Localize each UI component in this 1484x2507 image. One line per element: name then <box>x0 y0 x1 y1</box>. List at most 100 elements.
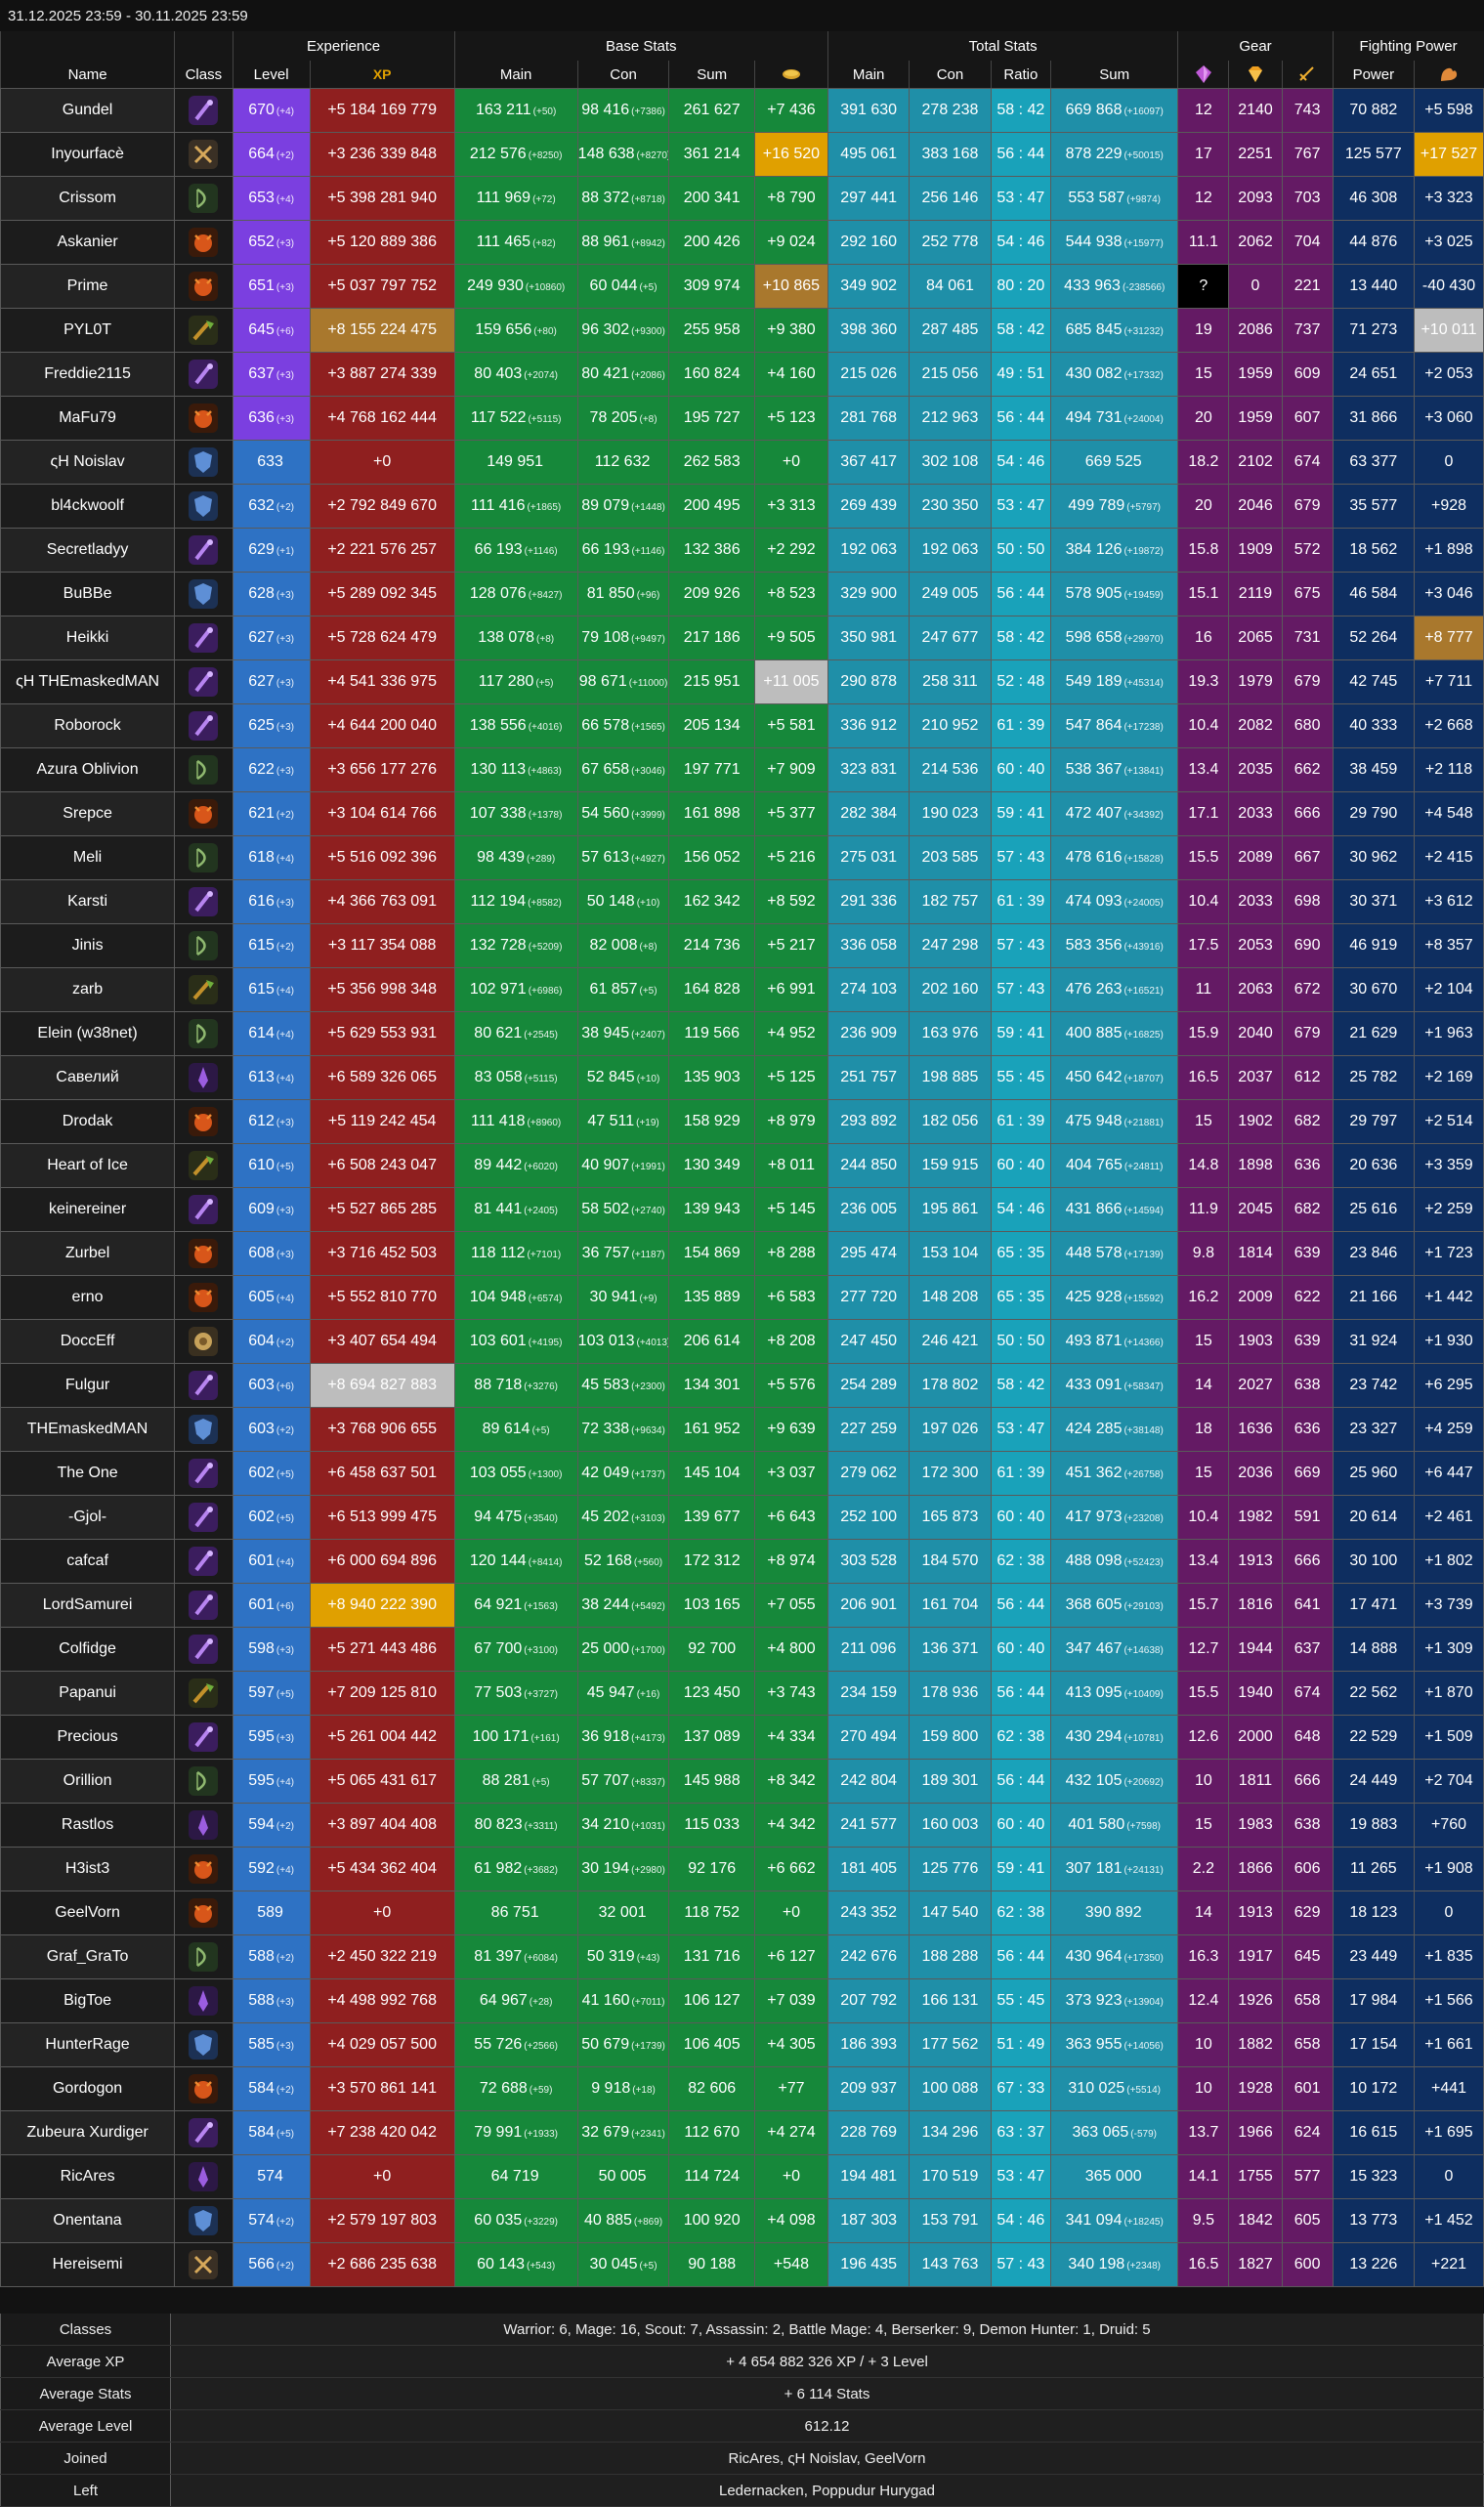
player-name[interactable]: HunterRage <box>0 2022 176 2067</box>
player-name[interactable]: Rastlos <box>0 1803 176 1848</box>
col-power-delta[interactable] <box>1414 61 1484 89</box>
col-ratio[interactable]: Ratio <box>990 61 1051 89</box>
player-name[interactable]: Jinis <box>0 923 176 968</box>
table-row[interactable]: DoccEff 604 (+2) +3 407 654 494 103 601 (+419… <box>0 1319 1484 1364</box>
col-stat-delta[interactable] <box>753 61 828 89</box>
table-row[interactable]: H3ist3 592 (+4) +5 434 362 404 61 982 (+3682)… <box>0 1847 1484 1891</box>
table-row[interactable]: Elein (w38net) 614 (+4) +5 629 553 931 80 62… <box>0 1011 1484 1056</box>
table-row[interactable]: Precious 595 (+3) +5 261 004 442 100 171 (+16… <box>0 1715 1484 1760</box>
player-name[interactable]: Zubeura Xurdiger <box>0 2110 176 2155</box>
player-name[interactable]: Onentana <box>0 2198 176 2243</box>
table-row[interactable]: Gundel 670 (+4) +5 184 169 779 163 211 (+50) 9… <box>0 88 1484 133</box>
player-name[interactable]: Hereisemi <box>0 2242 176 2287</box>
player-name[interactable]: Heart of Ice <box>0 1143 176 1188</box>
player-name[interactable]: Askanier <box>0 220 176 265</box>
table-row[interactable]: BuBBe 628 (+3) +5 289 092 345 128 076 (+8427)… <box>0 572 1484 616</box>
col-sum[interactable]: Sum <box>668 61 755 89</box>
table-row[interactable]: Onentana 574 (+2) +2 579 197 803 60 035 (+322… <box>0 2198 1484 2243</box>
player-name[interactable]: BigToe <box>0 1978 176 2023</box>
col-class[interactable]: Class <box>174 61 233 89</box>
player-name[interactable]: H3ist3 <box>0 1847 176 1891</box>
player-name[interactable]: PYL0T <box>0 308 176 353</box>
table-row[interactable]: Srepce 621 (+2) +3 104 614 766 107 338 (+1378… <box>0 791 1484 836</box>
table-row[interactable]: Hereisemi 566 (+2) +2 686 235 638 60 143 (+54… <box>0 2242 1484 2287</box>
col-gear-crystal[interactable] <box>1177 61 1229 89</box>
col-total-sum[interactable]: Sum <box>1050 61 1178 89</box>
table-row[interactable]: GeelVorn 589 +0 86 751 32 001 118 752 +0 243 35… <box>0 1891 1484 1935</box>
table-row[interactable]: Orillion 595 (+4) +5 065 431 617 88 281 (+5) 5… <box>0 1759 1484 1804</box>
table-row[interactable]: LordSamurei 601 (+6) +8 940 222 390 64 921 (+… <box>0 1583 1484 1628</box>
table-row[interactable]: Inyourfacè 664 (+2) +3 236 339 848 212 576 (+… <box>0 132 1484 177</box>
table-row[interactable]: Drodak 612 (+3) +5 119 242 454 111 418 (+8960… <box>0 1099 1484 1144</box>
col-power[interactable]: Power <box>1332 61 1415 89</box>
table-row[interactable]: Fulgur 603 (+6) +8 694 827 883 88 718 (+3276)… <box>0 1363 1484 1408</box>
col-total-con[interactable]: Con <box>909 61 992 89</box>
player-name[interactable]: The One <box>0 1451 176 1496</box>
player-name[interactable]: ςH Noislav <box>0 440 176 485</box>
player-name[interactable]: ςH THEmaskedMAN <box>0 659 176 704</box>
table-row[interactable]: Askanier 652 (+3) +5 120 889 386 111 465 (+82… <box>0 220 1484 265</box>
player-name[interactable]: cafcaf <box>0 1539 176 1584</box>
table-row[interactable]: Rastlos 594 (+2) +3 897 404 408 80 823 (+3311… <box>0 1803 1484 1848</box>
col-main[interactable]: Main <box>453 61 578 89</box>
table-row[interactable]: Azura Oblivion 622 (+3) +3 656 177 276 130 1… <box>0 747 1484 792</box>
player-name[interactable]: GeelVorn <box>0 1891 176 1935</box>
player-name[interactable]: Inyourfacè <box>0 132 176 177</box>
table-row[interactable]: THEmaskedMAN 603 (+2) +3 768 906 655 89 614(… <box>0 1407 1484 1452</box>
player-name[interactable]: -Gjol- <box>0 1495 176 1540</box>
table-row[interactable]: Zubeura Xurdiger 584 (+5) +7 238 420 042 79 … <box>0 2110 1484 2155</box>
table-row[interactable]: Roborock 625 (+3) +4 644 200 040 138 556 (+40… <box>0 703 1484 748</box>
player-name[interactable]: THEmaskedMAN <box>0 1407 176 1452</box>
table-row[interactable]: Heart of Ice 610 (+5) +6 508 243 047 89 442(… <box>0 1143 1484 1188</box>
table-row[interactable]: The One 602 (+5) +6 458 637 501 103 055 (+130… <box>0 1451 1484 1496</box>
table-row[interactable]: RicAres 574 +0 64 719 50 005 114 724 +0 194 481… <box>0 2154 1484 2199</box>
player-name[interactable]: Freddie2115 <box>0 352 176 397</box>
player-name[interactable]: Drodak <box>0 1099 176 1144</box>
table-row[interactable]: Secretladyy 629 (+1) +2 221 576 257 66 193 (+… <box>0 528 1484 573</box>
table-row[interactable]: Crissom 653 (+4) +5 398 281 940 111 969 (+72)… <box>0 176 1484 221</box>
table-row[interactable]: Karsti 616 (+3) +4 366 763 091 112 194 (+8582… <box>0 879 1484 924</box>
table-row[interactable]: zarb 615 (+4) +5 356 998 348 102 971 (+6986) 6… <box>0 967 1484 1012</box>
table-row[interactable]: MaFu79 636 (+3) +4 768 162 444 117 522 (+5115… <box>0 396 1484 441</box>
player-name[interactable]: Prime <box>0 264 176 309</box>
col-con[interactable]: Con <box>576 61 669 89</box>
player-name[interactable]: erno <box>0 1275 176 1320</box>
player-name[interactable]: Orillion <box>0 1759 176 1804</box>
player-name[interactable]: Secretladyy <box>0 528 176 573</box>
player-name[interactable]: RicAres <box>0 2154 176 2199</box>
player-name[interactable]: Precious <box>0 1715 176 1760</box>
table-row[interactable]: Heikki 627 (+3) +5 728 624 479 138 078 (+8) 79… <box>0 616 1484 660</box>
table-row[interactable]: -Gjol- 602 (+5) +6 513 999 475 94 475 (+3540)… <box>0 1495 1484 1540</box>
player-name[interactable]: Azura Oblivion <box>0 747 176 792</box>
player-name[interactable]: Zurbel <box>0 1231 176 1276</box>
player-name[interactable]: MaFu79 <box>0 396 176 441</box>
player-name[interactable]: Karsti <box>0 879 176 924</box>
player-name[interactable]: Gundel <box>0 88 176 133</box>
table-row[interactable]: keinereiner 609 (+3) +5 527 865 285 81 441 (+… <box>0 1187 1484 1232</box>
player-name[interactable]: Fulgur <box>0 1363 176 1408</box>
table-row[interactable]: Colfidge 598 (+3) +5 271 443 486 67 700 (+310… <box>0 1627 1484 1672</box>
table-row[interactable]: HunterRage 585 (+3) +4 029 057 500 55 726 (+2… <box>0 2022 1484 2067</box>
table-row[interactable]: Freddie2115 637 (+3) +3 887 274 339 80 403 (+… <box>0 352 1484 397</box>
col-gear-weapon[interactable] <box>1281 61 1334 89</box>
col-level[interactable]: Level <box>232 61 311 89</box>
player-name[interactable]: Gordogon <box>0 2066 176 2111</box>
table-row[interactable]: BigToe 588 (+3) +4 498 992 768 64 967 (+28) 41… <box>0 1978 1484 2023</box>
player-name[interactable]: Meli <box>0 835 176 880</box>
player-name[interactable]: Srepce <box>0 791 176 836</box>
player-name[interactable]: DoccEff <box>0 1319 176 1364</box>
player-name[interactable]: keinereiner <box>0 1187 176 1232</box>
table-row[interactable]: Zurbel 608 (+3) +3 716 452 503 118 112 (+7101… <box>0 1231 1484 1276</box>
player-name[interactable]: bl4ckwoolf <box>0 484 176 529</box>
player-name[interactable]: Heikki <box>0 616 176 660</box>
player-name[interactable]: Colfidge <box>0 1627 176 1672</box>
table-row[interactable]: Papanui 597 (+5) +7 209 125 810 77 503 (+3727… <box>0 1671 1484 1716</box>
player-name[interactable]: Crissom <box>0 176 176 221</box>
player-name[interactable]: Elein (w38net) <box>0 1011 176 1056</box>
table-row[interactable]: Prime 651 (+3) +5 037 797 752 249 930 (+10860… <box>0 264 1484 309</box>
table-row[interactable]: bl4ckwoolf 632 (+2) +2 792 849 670 111 416 (+… <box>0 484 1484 529</box>
table-row[interactable]: ςH THEmaskedMAN 627 (+3) +4 541 336 975 117 … <box>0 659 1484 704</box>
table-row[interactable]: cafcaf 601 (+4) +6 000 694 896 120 144 (+8414… <box>0 1539 1484 1584</box>
col-total-main[interactable]: Main <box>827 61 910 89</box>
col-name[interactable]: Name <box>0 61 175 89</box>
